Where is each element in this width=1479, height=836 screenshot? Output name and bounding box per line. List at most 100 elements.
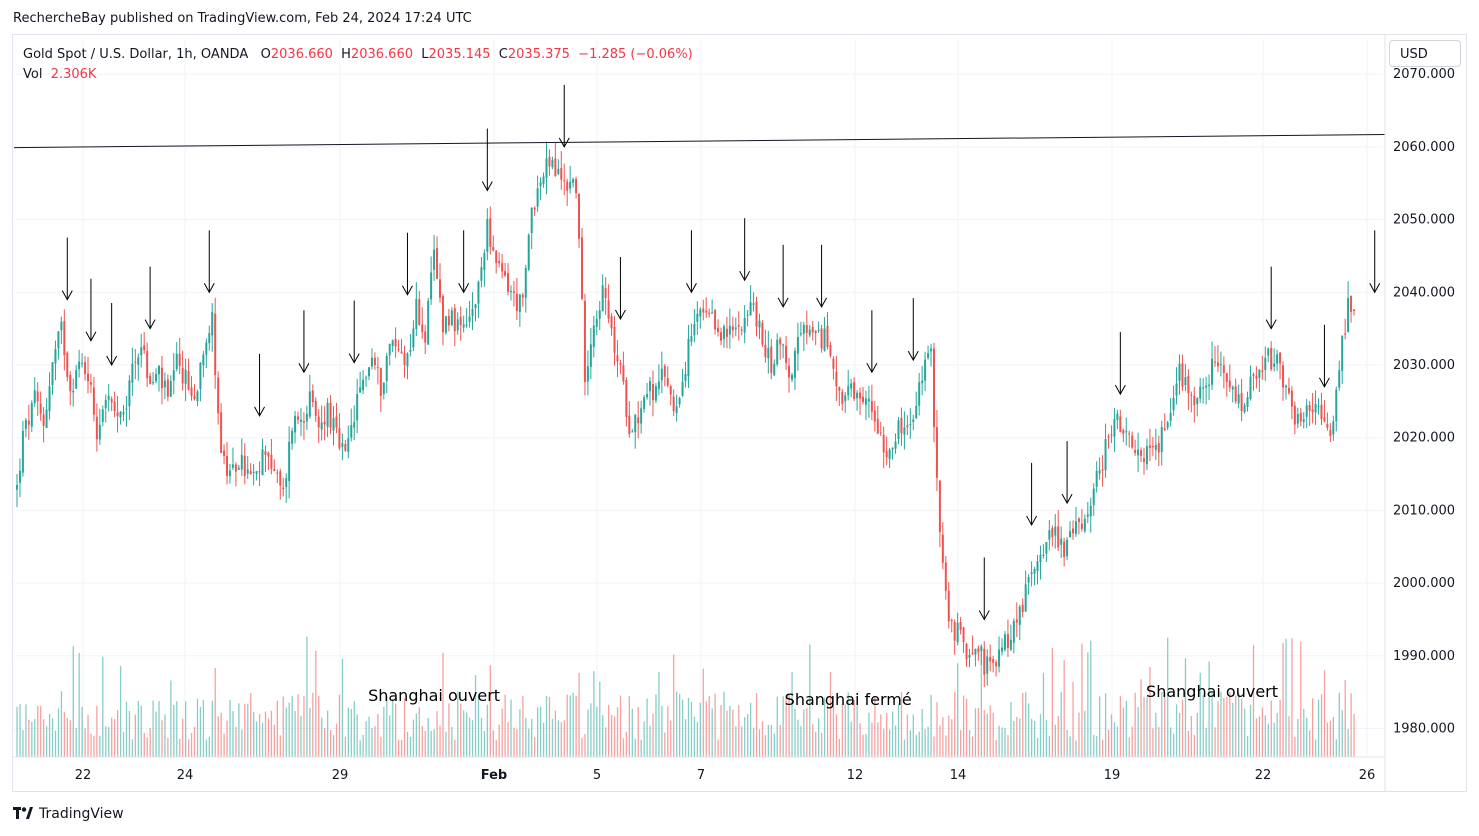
candle-body [1314,404,1317,413]
x-tick-label: 22 [75,768,92,783]
candle-body [876,418,879,434]
candle-body [1293,405,1296,425]
candle-body [267,452,270,457]
candle-body [1060,538,1063,545]
volume-bar [1104,693,1107,757]
down-arrow-annotation [777,244,789,308]
candle-body [391,340,394,347]
volume-bar [244,703,246,757]
candle-body [1045,542,1048,554]
volume-bar [986,713,988,757]
volume-bar [1066,729,1068,757]
x-tick-label: Feb [481,768,507,783]
volume-bar [723,691,725,757]
candle-body [619,363,622,365]
volume-bar [185,701,187,757]
candle-body [572,179,575,183]
candle-body [353,422,356,428]
candle-body [622,365,625,382]
candle-body [350,424,353,438]
volume-bar [702,668,704,757]
candle-body [492,247,495,251]
candle-body [927,353,930,358]
candle-body [172,370,175,381]
candle-body [498,260,501,264]
candle-body [376,367,379,369]
arrow-head [777,297,789,308]
volume-bar [643,721,645,757]
volume-bar [102,656,104,757]
candle-body [764,345,767,358]
candle-body [231,464,234,468]
candle-body [362,379,365,391]
candle-body [95,416,98,440]
candle-body [1027,576,1030,583]
chart-legend: Gold Spot / U.S. Dollar, 1h, OANDA O2036… [23,45,693,85]
volume-bar [510,699,512,757]
candle-body [1154,444,1157,450]
candle-body [643,397,646,410]
volume-bar [542,722,545,757]
volume-bar [1101,739,1104,757]
candle-body [1148,445,1151,449]
volume-bar [190,732,193,757]
x-tick-label: 12 [847,768,864,783]
candle-body [814,331,817,334]
candle-body [625,379,628,417]
volume-bar [877,722,879,757]
candle-body [512,291,515,293]
volume-bar [1146,696,1148,757]
arrow-head [203,283,215,294]
candle-body [394,339,397,347]
volume-bar [732,709,734,757]
volume-bar [347,707,349,757]
volume-bar [1270,700,1272,757]
volume-bar [1267,723,1269,757]
arrow-head [481,181,493,192]
volume-bar [69,720,71,757]
candle-body [1077,518,1080,523]
volume-bar [84,728,86,757]
candle-body [199,362,202,390]
volume-bar [57,708,60,757]
volume-bar [939,725,941,757]
candle-body [802,324,805,334]
volume-bar [1110,714,1113,757]
currency-button[interactable]: USD [1389,40,1461,67]
volume-bar [788,693,790,757]
candle-body [400,351,403,354]
volume-bar [599,681,601,757]
volume-bar [392,698,394,757]
candle-body [678,398,681,405]
volume-bar [28,719,30,757]
candle-body [856,392,859,399]
volume-bar [116,710,119,757]
volume-bar [1238,692,1240,757]
candle-body [598,310,601,319]
volume-bar [253,711,255,757]
candle-body [935,427,938,478]
volume-bar [903,739,906,757]
arrow-head [348,353,360,364]
volume-bar [226,720,228,757]
volume-bar [693,716,696,757]
candle-body [1252,374,1255,376]
volume-bar [1013,720,1015,757]
volume-bar [794,708,796,757]
volume-bar [1178,713,1181,757]
candle-body [746,314,749,316]
volume-bar [850,721,852,757]
legend-volume-label: Vol [23,67,43,82]
candle-body [1036,561,1039,572]
candle-body [663,366,666,377]
volume-bar [81,707,83,757]
candle-body [166,379,169,397]
down-arrow-annotation [106,303,118,367]
volume-bar [105,726,107,757]
footer-brand: TradingView [13,805,124,823]
candle-body [228,470,231,476]
candle-body [1012,621,1015,643]
arrow-head [1319,377,1330,388]
x-tick-label: 19 [1104,768,1121,783]
